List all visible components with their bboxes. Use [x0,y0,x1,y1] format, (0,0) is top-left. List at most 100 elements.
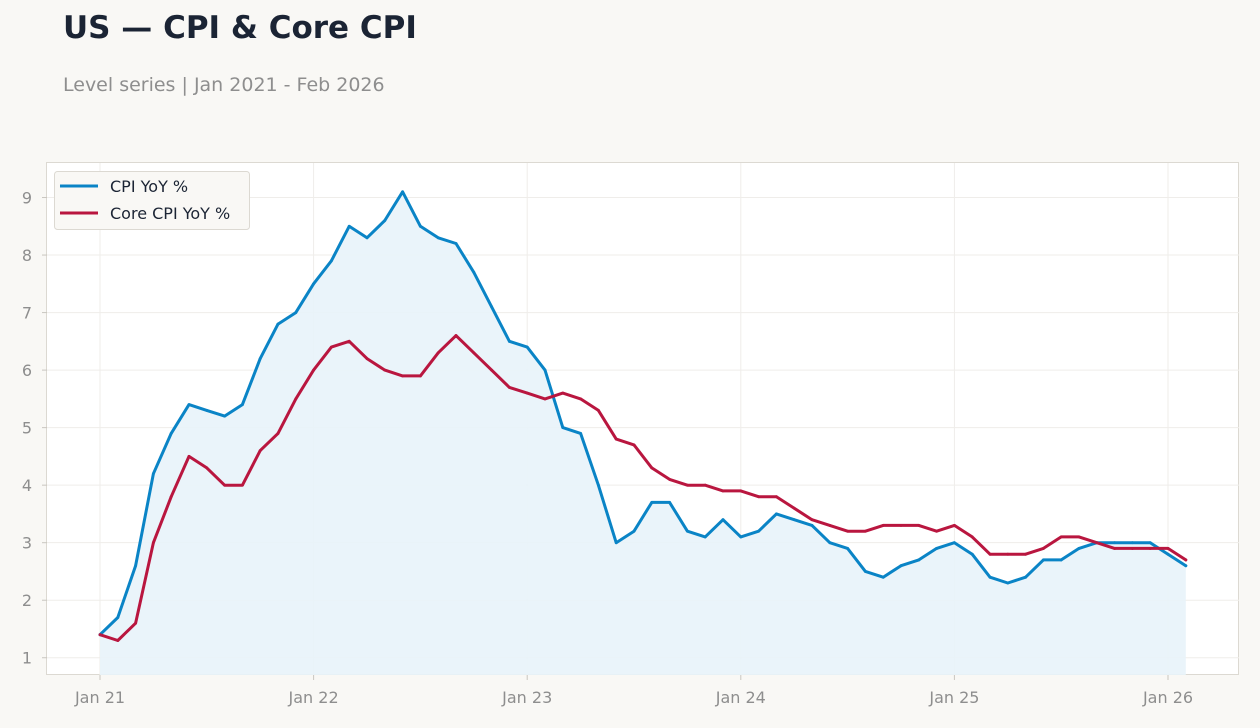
data-point [632,529,636,533]
legend: CPI YoY % Core CPI YoY % [54,171,250,230]
data-point [792,506,796,510]
data-point [775,495,778,499]
data-point [846,547,849,550]
data-point [205,466,209,470]
x-tick-label: Jan 21 [74,688,125,707]
data-point [543,397,547,401]
legend-label-core: Core CPI YoY % [110,204,230,223]
data-point [1113,547,1116,550]
data-point [917,524,921,527]
data-point [864,529,867,533]
data-point [116,616,120,619]
data-point [525,345,529,349]
data-point [525,391,529,395]
data-point [668,501,671,504]
data-point [899,564,903,568]
data-point [561,391,565,395]
y-tick-label: 5 [22,419,32,438]
data-point [401,374,404,378]
data-point [668,478,671,481]
data-point [276,431,280,435]
y-tick-label: 7 [22,304,32,323]
data-point [1006,581,1010,585]
data-point [792,518,796,522]
y-tick-label: 3 [22,534,32,553]
data-point [454,242,458,245]
data-point [383,368,387,372]
data-point [294,311,298,314]
data-point [650,501,654,504]
data-point [543,368,547,372]
data-point [881,524,885,527]
data-point [1059,558,1063,562]
data-point [187,403,191,407]
data-point [1166,552,1170,556]
data-point [116,639,120,642]
data-point [205,408,209,412]
data-point [419,374,422,378]
data-point [1148,541,1152,545]
data-point [1184,558,1188,562]
data-point [864,570,867,573]
data-point [810,524,814,527]
data-point [365,236,369,240]
data-point [721,489,725,493]
y-axis: 1 2 3 4 5 6 7 8 9 [22,189,47,668]
data-point [187,454,191,458]
data-point [276,322,280,326]
data-point [881,575,885,579]
data-point [703,535,707,539]
chart-title: US — CPI & Core CPI [63,10,417,46]
data-point [579,397,582,401]
data-point [169,431,173,435]
data-point [472,270,476,274]
data-point [988,552,992,556]
data-point [953,541,956,545]
data-point [1077,535,1081,539]
data-point [490,305,493,309]
data-point [828,541,832,545]
series-area-0 [100,191,1186,676]
data-point [223,483,227,487]
data-point [1024,552,1027,556]
y-tick-label: 6 [22,361,32,380]
data-point [650,466,654,470]
data-point [134,621,138,625]
data-point [152,541,155,545]
data-point [169,495,173,499]
data-point [935,529,938,533]
data-point [953,524,956,527]
data-point [1131,547,1134,550]
data-point [1006,552,1010,556]
y-tick-label: 4 [22,476,32,495]
legend-label-cpi: CPI YoY % [110,177,188,196]
data-point [739,535,743,539]
series-line-1 [98,334,1188,642]
data-point [703,483,707,487]
data-point [614,437,618,441]
data-point [330,259,333,263]
data-point [686,483,689,487]
data-point [436,236,440,240]
data-point [561,426,565,430]
data-point [383,219,387,222]
data-point [330,345,333,349]
data-point [436,351,440,355]
y-tick-label: 8 [22,246,32,265]
data-points-layer [98,190,1188,642]
data-point [1042,558,1045,562]
data-point [241,483,244,487]
data-point [935,547,938,550]
data-point [223,414,227,418]
x-tick-label: Jan 23 [501,688,552,707]
data-point [454,334,458,337]
data-point [614,541,618,545]
data-point [1042,547,1045,550]
data-point [899,524,903,527]
data-point [152,472,155,476]
data-point [917,558,921,562]
data-point [258,357,262,360]
data-point [828,524,832,527]
data-point [739,489,743,493]
